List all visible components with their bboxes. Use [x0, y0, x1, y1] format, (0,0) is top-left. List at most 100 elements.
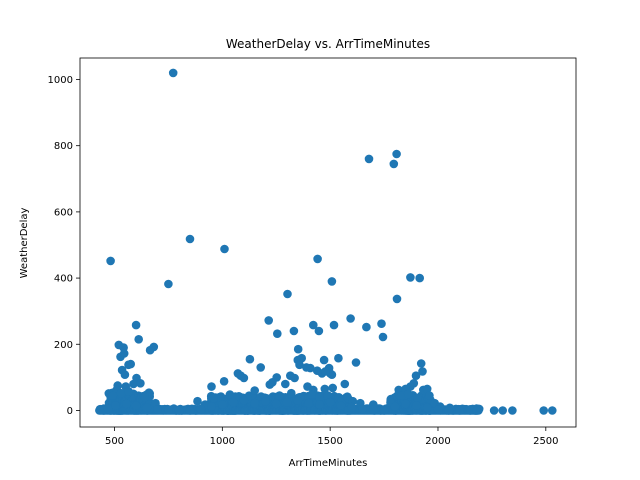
data-point: [120, 370, 130, 380]
data-point: [444, 406, 454, 415]
data-point: [289, 326, 299, 336]
data-point: [346, 314, 355, 323]
data-point: [307, 390, 317, 399]
data-point: [390, 402, 400, 411]
data-point: [466, 406, 475, 415]
data-point: [250, 386, 259, 395]
data-point: [106, 256, 115, 266]
data-point: [103, 404, 113, 414]
data-point: [293, 396, 303, 405]
x-axis: 500 1000 1500 2000 2500: [105, 427, 559, 447]
data-point: [134, 335, 143, 344]
data-point: [369, 405, 378, 415]
data-point: [218, 400, 227, 409]
data-point: [295, 360, 304, 370]
data-point: [219, 377, 229, 386]
data-point: [111, 401, 120, 410]
data-point: [320, 384, 330, 394]
data-point: [185, 406, 195, 415]
data-point: [273, 329, 282, 339]
data-point: [282, 397, 292, 407]
data-point: [433, 405, 443, 414]
y-axis-label: WeatherDelay: [19, 208, 30, 279]
data-point: [336, 401, 346, 410]
y-tick-label: 1000: [48, 75, 73, 86]
x-tick-label: 2000: [425, 436, 450, 447]
data-point: [406, 273, 415, 282]
data-point: [122, 399, 131, 409]
data-point: [124, 387, 133, 396]
data-point: [351, 358, 361, 367]
data-point: [539, 406, 548, 415]
data-point: [168, 68, 178, 78]
data-point: [220, 244, 229, 254]
data-point: [268, 378, 277, 387]
data-point: [508, 406, 517, 415]
data-point: [327, 277, 337, 286]
data-point: [389, 159, 399, 169]
points-layer: [95, 68, 557, 415]
data-point: [174, 406, 184, 415]
data-point: [309, 320, 318, 330]
data-point: [193, 396, 202, 406]
y-tick-label: 200: [54, 340, 73, 351]
data-point: [297, 353, 307, 363]
data-point: [334, 353, 343, 363]
data-point: [124, 360, 133, 370]
data-point: [314, 326, 324, 336]
data-point: [250, 398, 259, 408]
x-tick-label: 500: [105, 436, 124, 447]
data-point: [196, 404, 206, 414]
data-point: [415, 273, 425, 283]
data-point: [256, 363, 266, 372]
y-tick-label: 600: [54, 207, 73, 218]
data-point: [362, 322, 371, 332]
data-point: [293, 344, 303, 354]
data-point: [378, 332, 388, 342]
data-point: [422, 384, 432, 394]
data-point: [403, 389, 413, 399]
data-point: [327, 370, 337, 380]
data-point: [153, 405, 162, 414]
data-point: [239, 396, 249, 405]
data-point: [164, 279, 173, 289]
data-point: [271, 399, 281, 409]
data-point: [304, 398, 313, 408]
data-point: [136, 379, 145, 388]
data-point: [412, 401, 421, 410]
data-point: [313, 254, 322, 264]
data-point: [119, 349, 129, 358]
data-point: [129, 379, 138, 389]
data-point: [283, 289, 292, 299]
data-point: [315, 392, 324, 402]
data-point: [145, 345, 155, 355]
data-point: [239, 373, 249, 383]
data-point: [164, 405, 173, 415]
data-point: [548, 406, 557, 415]
data-point: [261, 396, 270, 406]
data-point: [347, 402, 357, 412]
data-point: [413, 393, 422, 403]
data-point: [321, 367, 330, 376]
data-point: [207, 382, 216, 391]
data-point: [416, 359, 426, 368]
data-point: [281, 379, 290, 389]
y-axis: 0 200 400 600 800 1000: [48, 75, 80, 417]
data-point: [418, 367, 427, 376]
data-point: [455, 406, 464, 415]
data-point: [325, 397, 335, 407]
data-point: [425, 391, 434, 400]
data-point: [323, 391, 333, 400]
data-point: [328, 383, 338, 393]
chart-title: WeatherDelay vs. ArrTimeMinutes: [226, 37, 430, 51]
data-point: [131, 401, 141, 410]
data-point: [364, 154, 374, 164]
data-point: [329, 320, 339, 330]
data-point: [245, 354, 255, 364]
y-tick-label: 400: [54, 274, 73, 285]
x-axis-label: ArrTimeMinutes: [289, 458, 368, 469]
data-point: [264, 316, 274, 325]
data-point: [312, 366, 322, 376]
y-tick-label: 0: [67, 406, 73, 417]
